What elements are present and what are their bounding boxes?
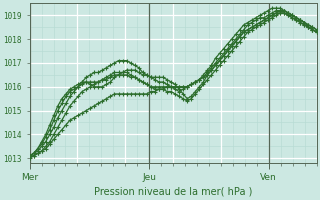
X-axis label: Pression niveau de la mer( hPa ): Pression niveau de la mer( hPa ) [94, 187, 252, 197]
